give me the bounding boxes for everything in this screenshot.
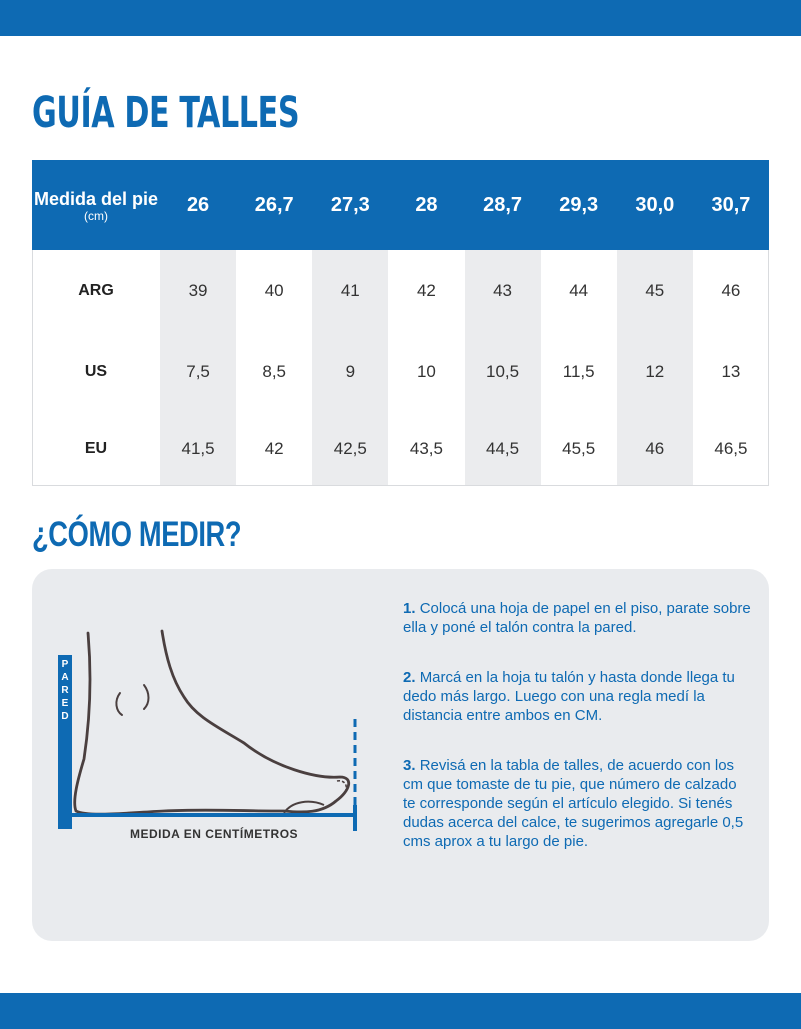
toe-line xyxy=(283,800,325,814)
table-cell: 44,5 xyxy=(464,412,541,486)
header-size: 28 xyxy=(388,160,465,250)
step-number: 1. xyxy=(403,600,416,617)
step-text: Marcá en la hoja tu talón y hasta donde … xyxy=(403,669,735,724)
table-cell: 44 xyxy=(569,280,589,300)
section-title: ¿CÓMO MEDIR? xyxy=(32,515,242,554)
step-text: Revisá en la tabla de talles, de acuerdo… xyxy=(403,757,744,850)
header-size: 30,7 xyxy=(692,160,769,250)
row-label: ARG xyxy=(78,281,114,299)
table-cell: 43,5 xyxy=(409,439,443,458)
table-row: ARG 39 40 41 42 43 44 45 46 xyxy=(32,250,769,331)
header-size: 29,3 xyxy=(540,160,617,250)
table-cell: 42 xyxy=(416,280,436,300)
bottom-band xyxy=(0,993,801,1029)
step-number: 3. xyxy=(403,757,416,774)
table-cell: 9 xyxy=(312,331,389,412)
table-cell: 11,5 xyxy=(562,361,595,381)
header-size: 30,0 xyxy=(616,160,693,250)
header-size: 26 xyxy=(160,160,237,250)
foot-outline xyxy=(73,629,350,816)
step-item: 2. Marcá en la hoja tu talón y hasta don… xyxy=(403,668,753,725)
table-cell: 10 xyxy=(416,361,436,381)
header-size: 28,7 xyxy=(464,160,541,250)
step-item: 3. Revisá en la tabla de talles, de acue… xyxy=(403,756,753,851)
wall-bar xyxy=(58,655,72,829)
table-cell: 43 xyxy=(464,250,541,331)
header-size: 27,3 xyxy=(312,160,389,250)
table-cell: 46 xyxy=(721,280,741,300)
step-item: 1. Colocá una hoja de papel en el piso, … xyxy=(403,599,753,637)
table-header-row: Medida del pie (cm) 26 26,7 27,3 28 28,7… xyxy=(32,160,769,250)
top-band xyxy=(0,0,801,36)
row-label: EU xyxy=(84,440,108,457)
steps-list: 1. Colocá una hoja de papel en el piso, … xyxy=(403,599,753,882)
table-cell: 7,5 xyxy=(160,331,237,412)
table-cell: 46,5 xyxy=(714,439,748,458)
table-cell: 46 xyxy=(616,412,693,486)
step-text: Colocá una hoja de papel en el piso, par… xyxy=(403,600,751,636)
table-cell: 12 xyxy=(616,331,693,412)
table-cell: 41 xyxy=(312,250,389,331)
table-cell: 41,5 xyxy=(160,412,237,486)
table-cell: 45 xyxy=(616,250,693,331)
ankle-mark xyxy=(115,692,123,716)
table-cell: 10,5 xyxy=(464,331,541,412)
header-size: 26,7 xyxy=(236,160,313,250)
step-number: 2. xyxy=(403,669,416,686)
size-table: Medida del pie (cm) 26 26,7 27,3 28 28,7… xyxy=(32,160,769,486)
header-unit: (cm) xyxy=(84,209,108,223)
row-label: US xyxy=(84,362,108,380)
table-cell: 40 xyxy=(264,280,284,300)
page-title: GUÍA DE TALLES xyxy=(32,88,300,138)
toe-tip xyxy=(336,779,348,796)
table-cell: 8,5 xyxy=(262,361,286,381)
header-label: Medida del pie xyxy=(33,189,159,209)
measure-label: MEDIDA EN CENTÍMETROS xyxy=(130,826,298,841)
table-cell: 42,5 xyxy=(312,412,389,486)
table-cell: 13 xyxy=(721,361,741,381)
table-row: EU 41,5 42 42,5 43,5 44,5 45,5 46 46,5 xyxy=(32,412,769,486)
table-cell: 42 xyxy=(264,439,284,458)
table-cell: 45,5 xyxy=(562,439,596,458)
table-cell: 39 xyxy=(160,250,237,331)
table-row: US 7,5 8,5 9 10 10,5 11,5 12 13 xyxy=(32,331,769,412)
header-label-cell: Medida del pie (cm) xyxy=(32,160,160,250)
ankle-mark xyxy=(143,684,150,710)
